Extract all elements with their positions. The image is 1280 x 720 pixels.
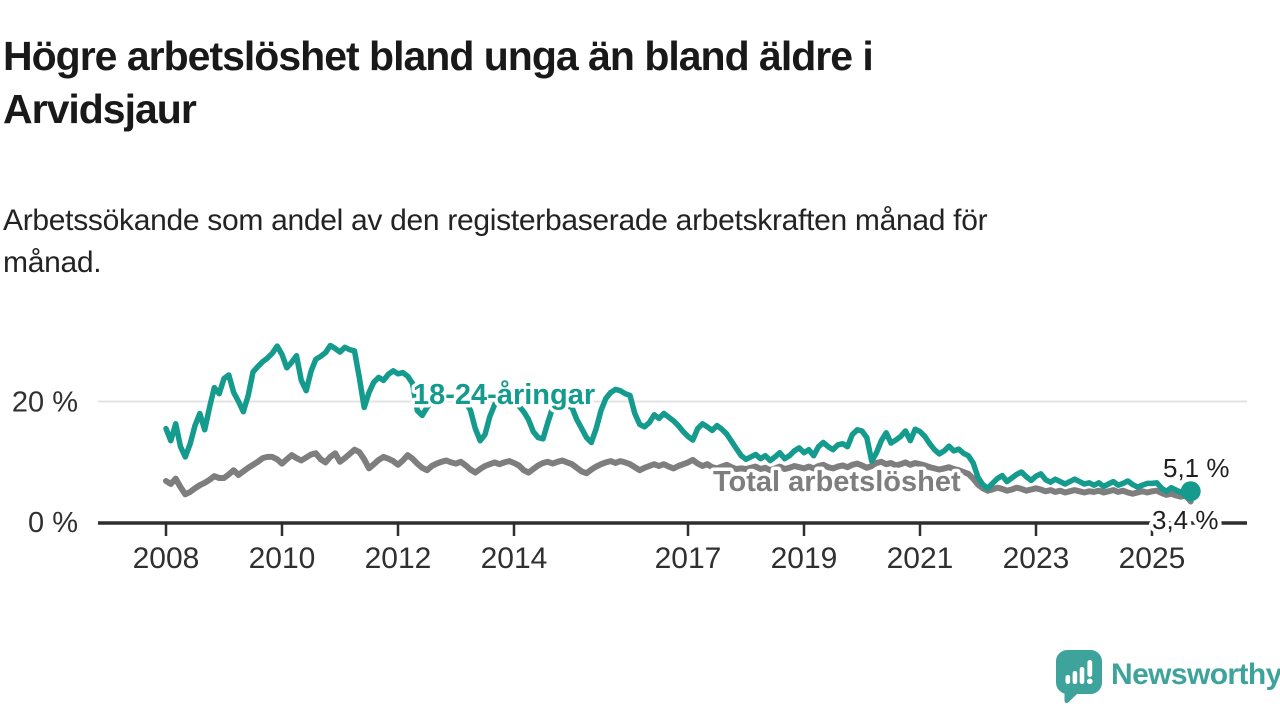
x-axis-label: 2012	[365, 542, 432, 575]
x-axis-label: 2025	[1119, 542, 1186, 575]
series-line-youth	[163, 342, 1194, 496]
series-line-total	[163, 446, 1194, 505]
x-axis-label: 2021	[887, 542, 954, 575]
chart-area: 20 % 0 % 2008 2010 2012 2014 2017 2019 2021 2023 2…	[0, 300, 1280, 590]
x-axis-label: 2014	[481, 542, 548, 575]
newsworthy-logo: Newsworthy	[1056, 650, 1280, 704]
x-axis-label: 2019	[771, 542, 838, 575]
y-axis-label: 20 %	[12, 387, 78, 419]
series-end-dot	[1180, 481, 1201, 502]
x-axis-label: 2008	[133, 542, 200, 575]
series-label: Total arbetslöshet	[713, 466, 961, 498]
y-axis-label: 0 %	[28, 507, 78, 539]
end-value-label: 3,4 %	[1152, 505, 1219, 535]
x-axis-label: 2010	[249, 542, 316, 575]
x-axis-label: 2023	[1003, 542, 1070, 575]
series-label: 18-24-åringar	[413, 379, 595, 411]
x-axis-label: 2017	[655, 542, 722, 575]
unemployment-line-chart: 20 % 0 % 2008 2010 2012 2014 2017 2019 2021 2023 2…	[12, 342, 1247, 575]
end-value-label: 5,1 %	[1163, 453, 1230, 483]
newsworthy-bubble-chart-icon	[1056, 650, 1102, 704]
chart-title: Högre arbetslöshet bland unga än bland ä…	[3, 33, 874, 132]
brand-name: Newsworthy	[1111, 658, 1280, 691]
chart-subtitle: Arbetssökande som andel av den registerb…	[3, 204, 988, 279]
